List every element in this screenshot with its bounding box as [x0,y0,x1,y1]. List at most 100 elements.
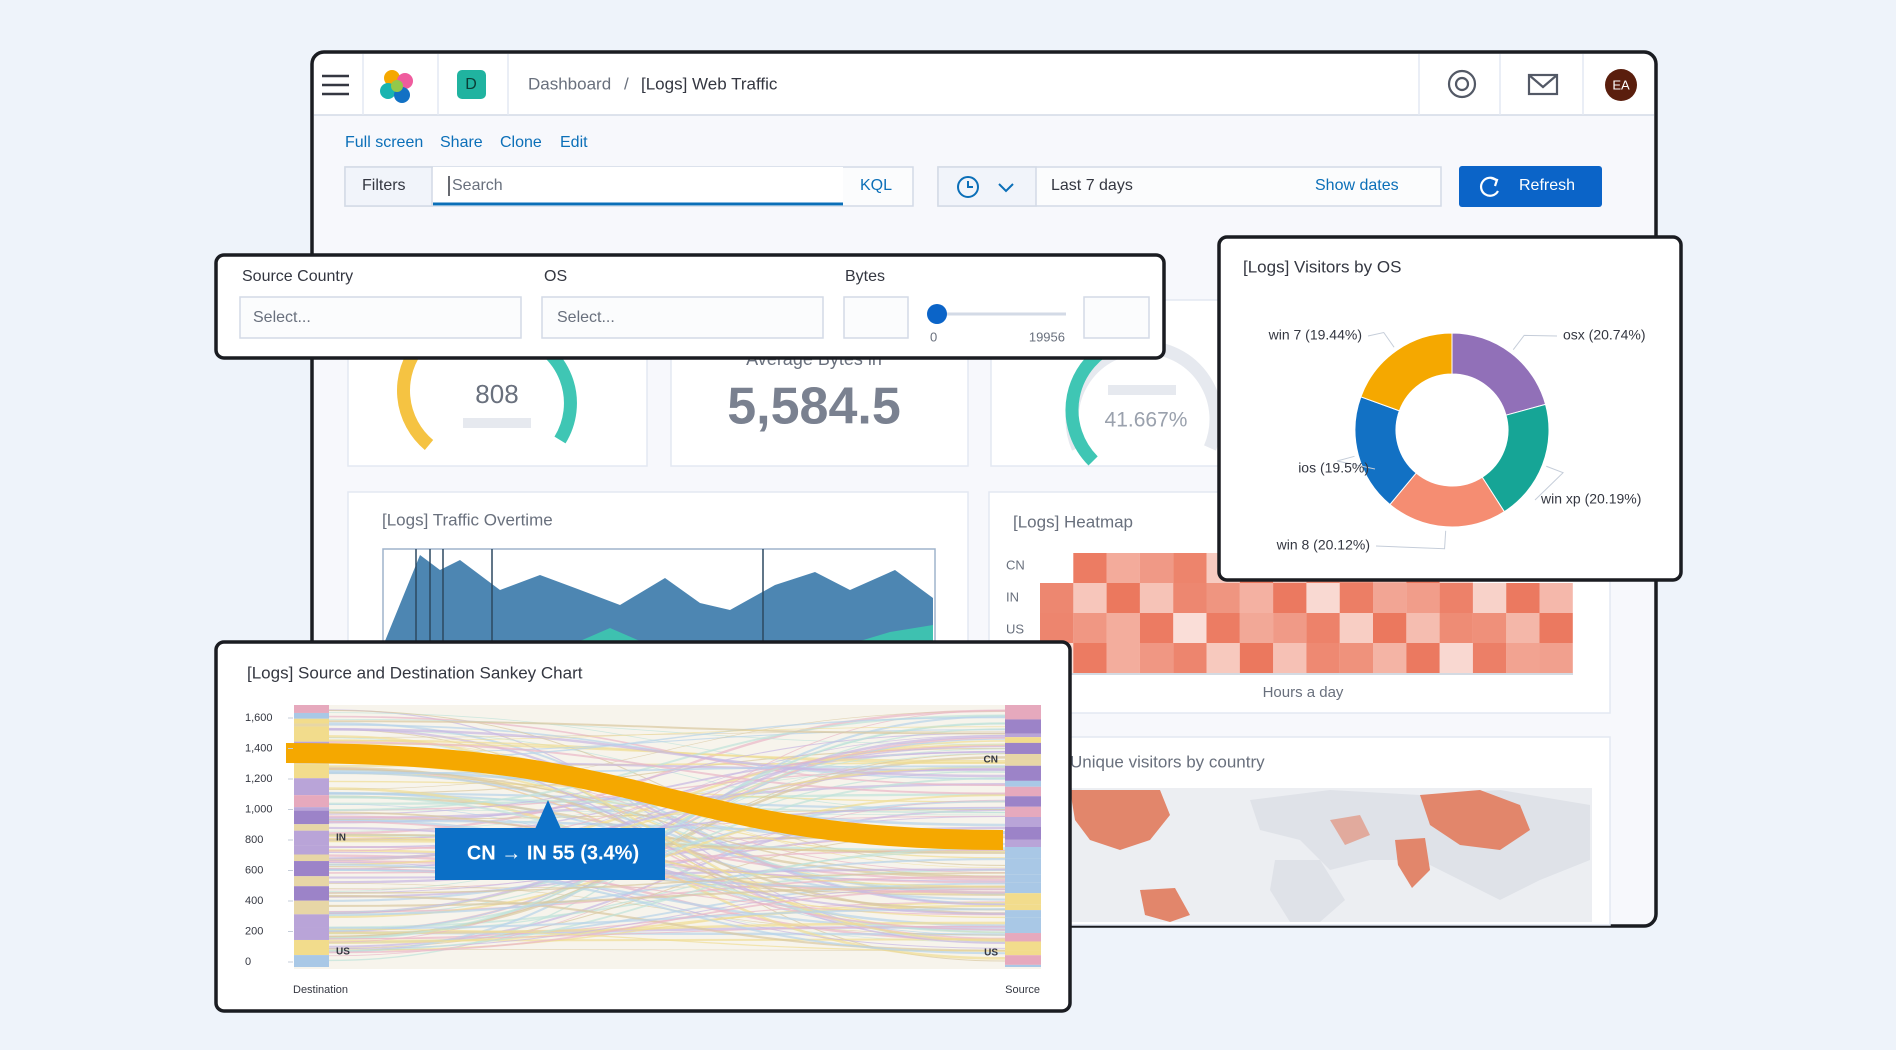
action-link[interactable]: Clone [500,134,542,151]
node-segment [294,810,329,825]
refresh-arrow [1490,176,1499,187]
flow [328,726,1006,742]
heatmap-cell [1239,583,1274,613]
flow [328,727,1006,906]
slice-label: osx (20.74%) [1563,327,1645,343]
row-label: CN [1006,557,1025,572]
flow [328,908,1006,930]
node-segment [294,718,329,724]
node-label: US [336,947,350,958]
node-segment [294,726,329,742]
heatmap-cell [1439,583,1473,613]
flow [328,872,1006,894]
heatmap-cell [1139,613,1174,643]
heatmap-cell [1472,583,1507,613]
node-segment [1005,753,1041,766]
clock-icon [957,176,979,198]
heatmap-cell [1339,583,1373,613]
gauge-label-placeholder [463,418,531,428]
node-segment [294,876,329,887]
node-segment [294,807,329,811]
quick-menu-button[interactable] [937,166,1037,207]
flow [328,925,1006,940]
flow [328,722,1006,940]
action-link[interactable]: Edit [560,134,588,151]
breadcrumb-link[interactable]: Dashboard [528,74,611,93]
node-segment [1005,737,1041,743]
slider-thumb[interactable] [927,304,947,324]
avatar[interactable] [1605,69,1637,101]
menu-button[interactable] [322,74,349,96]
node-segment [294,900,329,915]
node-segment [294,939,329,956]
heatmap-cell [1406,613,1440,643]
y-tick-label: 1,200 [245,773,273,785]
flow [328,752,1006,913]
kql-button[interactable]: KQL [860,177,892,194]
axis-label: Source [1005,984,1040,996]
refresh-label: Refresh [1519,177,1575,194]
control-label: Source Country [242,268,353,285]
mail-button[interactable] [1527,73,1559,96]
filters-label: Filters [362,177,406,194]
flow [328,720,1006,735]
leader-line [1512,334,1558,350]
leader-line [1336,455,1376,470]
clock-hands [967,181,973,188]
flow [328,710,1006,790]
node-segment [1005,817,1041,827]
range-min-input[interactable] [843,296,909,339]
flow [328,741,1006,795]
y-tick-label: 800 [245,834,263,846]
heatmap-cell [1339,643,1373,673]
flow [328,777,1006,932]
tooltip [435,828,665,880]
space-badge[interactable] [457,70,486,99]
help-button[interactable] [1447,69,1477,99]
action-link[interactable]: Full screen [345,134,423,151]
heatmap-cell [1040,613,1074,643]
heatmap-cell [1273,583,1307,613]
sankey-flows [328,709,1006,962]
heatmap-cell [1239,643,1274,673]
combo-box[interactable] [239,296,522,339]
heatmap-cell [1539,613,1573,643]
slice-label: win 7 (19.44%) [1268,327,1362,343]
node-segment [1005,796,1041,807]
chart-title: [Logs] Visitors by OS [1243,257,1401,276]
highlighted-countries [1070,790,1530,922]
flow [328,811,1006,911]
help-ring [1447,69,1477,99]
flow [328,794,1006,919]
header-separators [362,54,1584,115]
node-segment [294,824,329,831]
flow [328,766,1006,915]
header-bar [314,54,1654,115]
range-max-input[interactable] [1083,296,1150,339]
time-range[interactable]: Last 7 days [1051,177,1133,194]
breadcrumb-current: [Logs] Web Traffic [641,74,778,93]
node-segment [1005,719,1041,734]
heatmap-cell [1439,613,1473,643]
search-input[interactable] [433,167,843,206]
node-segment [1005,839,1041,848]
node-label: CN [984,755,998,766]
node-segment [1005,847,1041,859]
heatmap-cell [1239,613,1274,643]
node-segment [1005,955,1041,965]
y-tick-label: 1,600 [245,712,273,724]
flow [328,709,1006,943]
refresh-button[interactable] [1459,166,1602,207]
metric-value: 5,584.5 [727,378,901,436]
combo-box[interactable] [541,296,824,339]
heatmap-cell [1206,583,1240,613]
row-label: IN [1006,589,1019,604]
filters-button[interactable] [344,166,433,207]
flow [328,800,1006,902]
logo[interactable] [380,70,413,103]
action-link[interactable]: Share [440,134,483,151]
show-dates-link[interactable]: Show dates [1315,177,1399,194]
node-segment [294,723,329,727]
combo-placeholder: Select... [253,309,311,326]
